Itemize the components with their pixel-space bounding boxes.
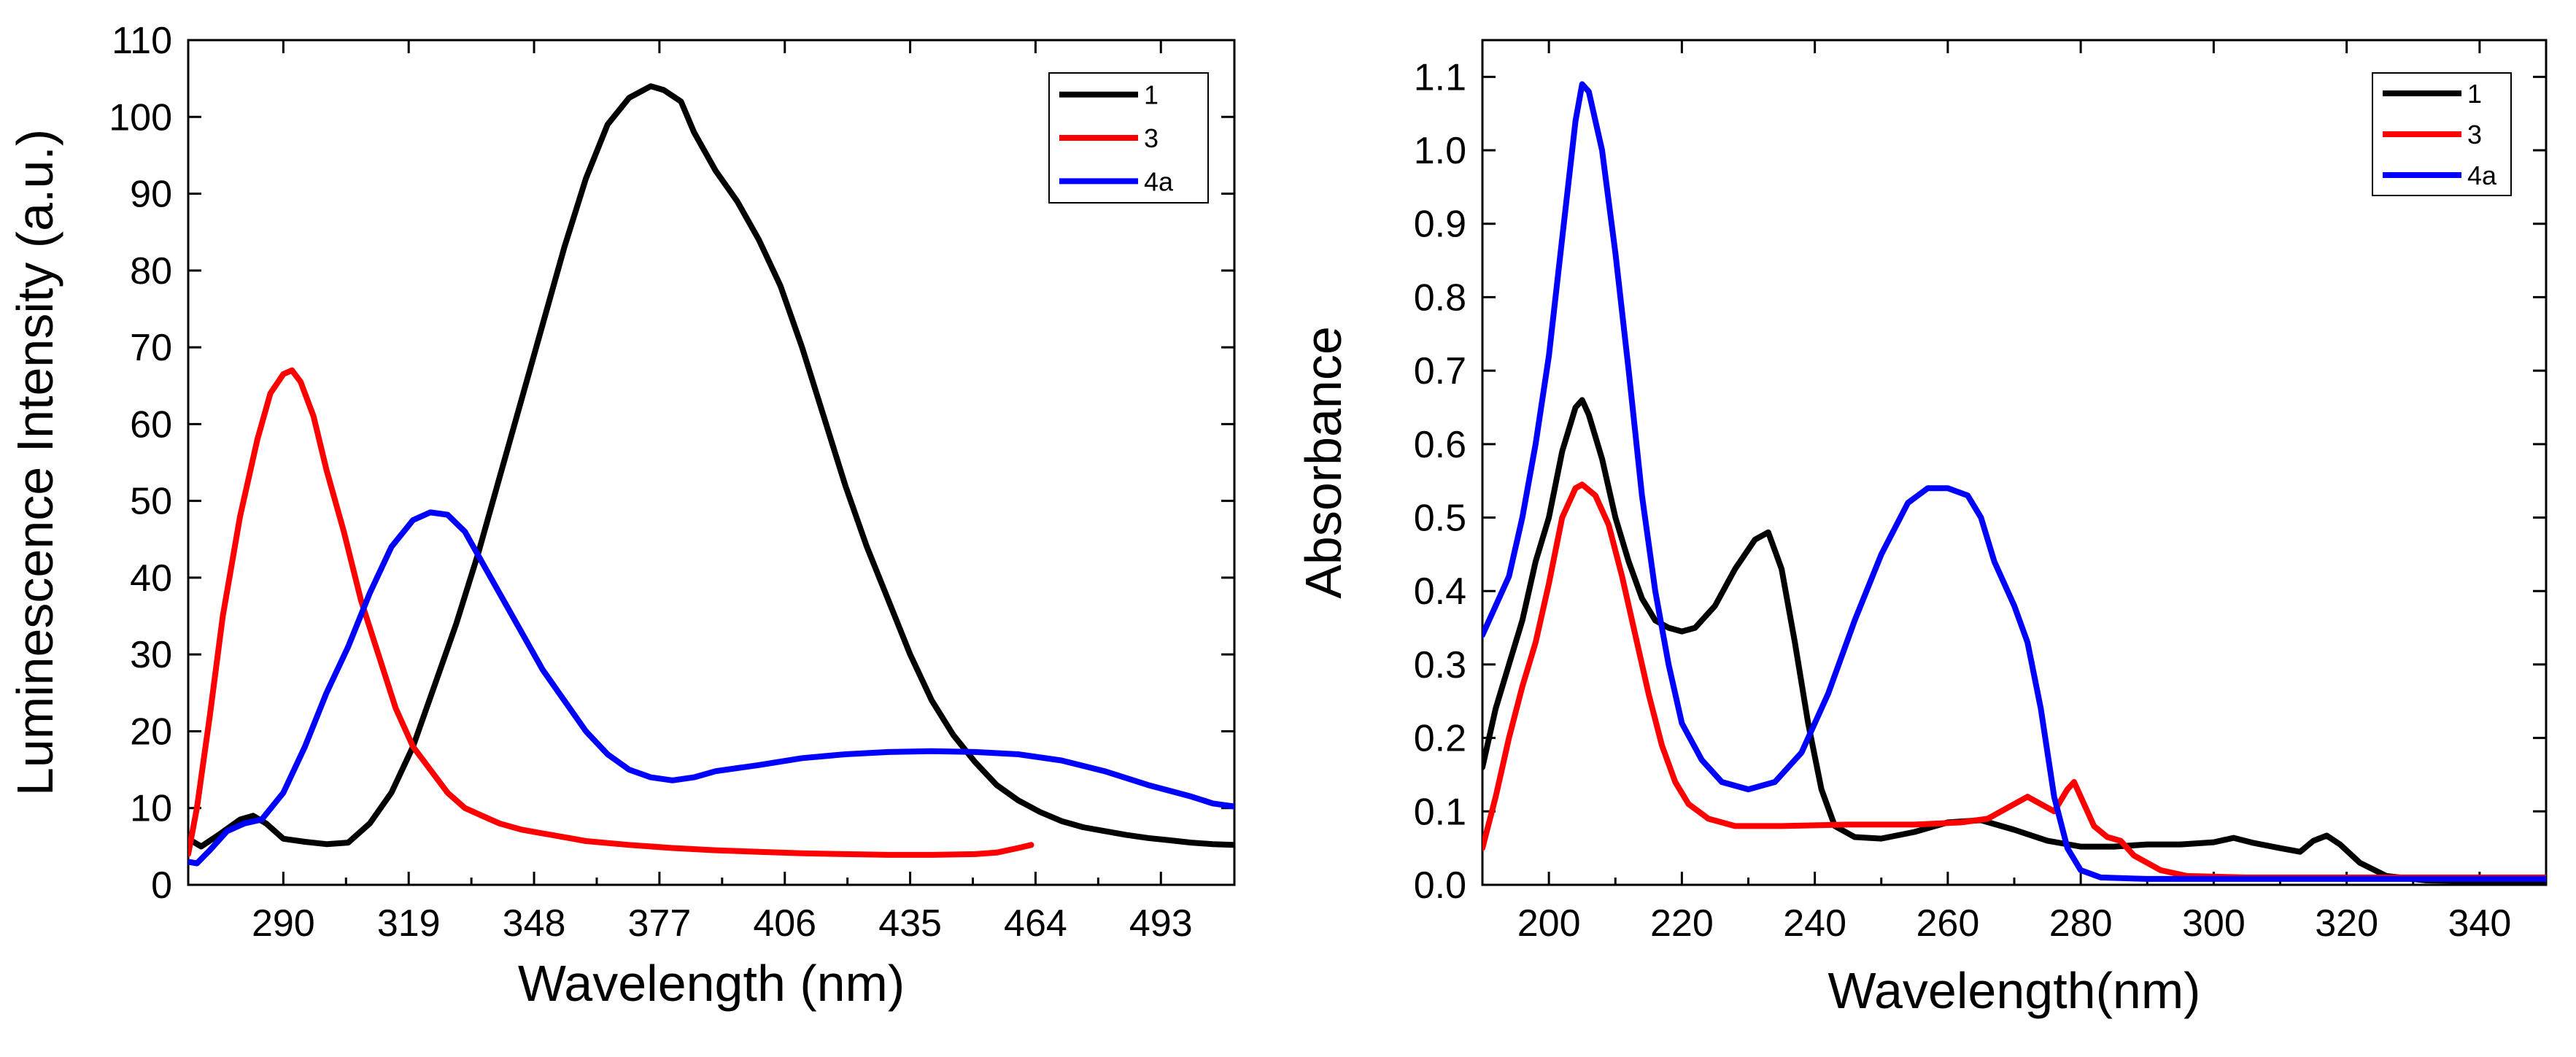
x-tick-label: 377 [628, 902, 692, 945]
y-tick-label: 10 [130, 788, 172, 830]
series-line-4a [1482, 81, 2546, 882]
y-tick-label: 0.3 [1414, 644, 1466, 686]
x-tick-label: 200 [1517, 902, 1581, 945]
x-tick-label: 240 [1783, 902, 1846, 945]
legend-label-4a: 4a [1144, 166, 1174, 196]
y-axis-label: Absorbance [1295, 326, 1352, 599]
y-tick-label: 0 [151, 864, 172, 907]
y-tick-label: 80 [130, 250, 172, 293]
legend-label-3: 3 [1144, 123, 1159, 153]
y-tick-label: 30 [130, 634, 172, 676]
absorbance-chart: 200 220 240 260 280 300 320 340 0.0 0.1 0.2 0.3 0.4 0… [1295, 39, 2548, 1019]
x-tick-label: 348 [503, 902, 566, 945]
x-tick-label: 220 [1650, 902, 1714, 945]
y-tick-label: 0.7 [1414, 350, 1466, 392]
x-tick-label: 493 [1129, 902, 1193, 945]
y-tick-label: 20 [130, 711, 172, 753]
x-tick-label: 290 [252, 902, 315, 945]
y-tick-label: 0.0 [1414, 864, 1466, 907]
y-tick-label: 60 [130, 403, 172, 446]
x-tick-label: 280 [2049, 902, 2113, 945]
x-tick-label: 260 [1916, 902, 1979, 945]
y-tick-label: 110 [112, 20, 172, 62]
legend-label-1: 1 [1144, 80, 1159, 110]
legend-label-1: 1 [2467, 79, 2482, 109]
luminescence-chart: 290 319 348 377 406 435 464 493 0 10 20 30 40 50 60 70 8… [7, 20, 1236, 1012]
y-tick-label: 90 [130, 174, 172, 216]
series-line-1 [1482, 397, 2546, 884]
y-tick-label: 1.1 [1414, 56, 1466, 98]
x-tick-label: 464 [1004, 902, 1067, 945]
y-axis-label: Luminescence Intensity (a.u.) [7, 129, 63, 796]
y-tick-label: 70 [130, 327, 172, 369]
y-tick-label: 0.9 [1414, 204, 1466, 246]
series-line-3 [1482, 481, 2546, 880]
y-tick-label: 0.6 [1414, 424, 1466, 466]
series-line-1 [188, 83, 1234, 850]
y-tick-label: 100 [109, 96, 172, 139]
y-tick-label: 0.5 [1414, 497, 1466, 540]
plot-frame [187, 39, 1236, 886]
x-tick-label: 435 [878, 902, 942, 945]
y-tick-label: 50 [130, 481, 172, 523]
x-tick-label: 300 [2182, 902, 2246, 945]
legend-label-4a: 4a [2467, 160, 2497, 190]
y-tick-label: 1.0 [1414, 130, 1466, 172]
x-tick-label: 319 [377, 902, 441, 945]
x-tick-label: 320 [2315, 902, 2378, 945]
x-tick-label: 340 [2448, 902, 2511, 945]
y-tick-label: 0.1 [1414, 791, 1466, 833]
series-line-3 [188, 367, 1034, 858]
legend-label-3: 3 [2467, 120, 2482, 150]
y-tick-label: 0.8 [1414, 276, 1466, 319]
y-tick-label: 40 [130, 557, 172, 600]
x-axis-label: Wavelength(nm) [1828, 962, 2201, 1019]
x-axis-label: Wavelength (nm) [518, 955, 905, 1012]
y-tick-label: 0.4 [1414, 570, 1466, 613]
series-line-4a [188, 509, 1234, 867]
y-tick-label: 0.2 [1414, 718, 1466, 760]
x-tick-label: 406 [753, 902, 816, 945]
